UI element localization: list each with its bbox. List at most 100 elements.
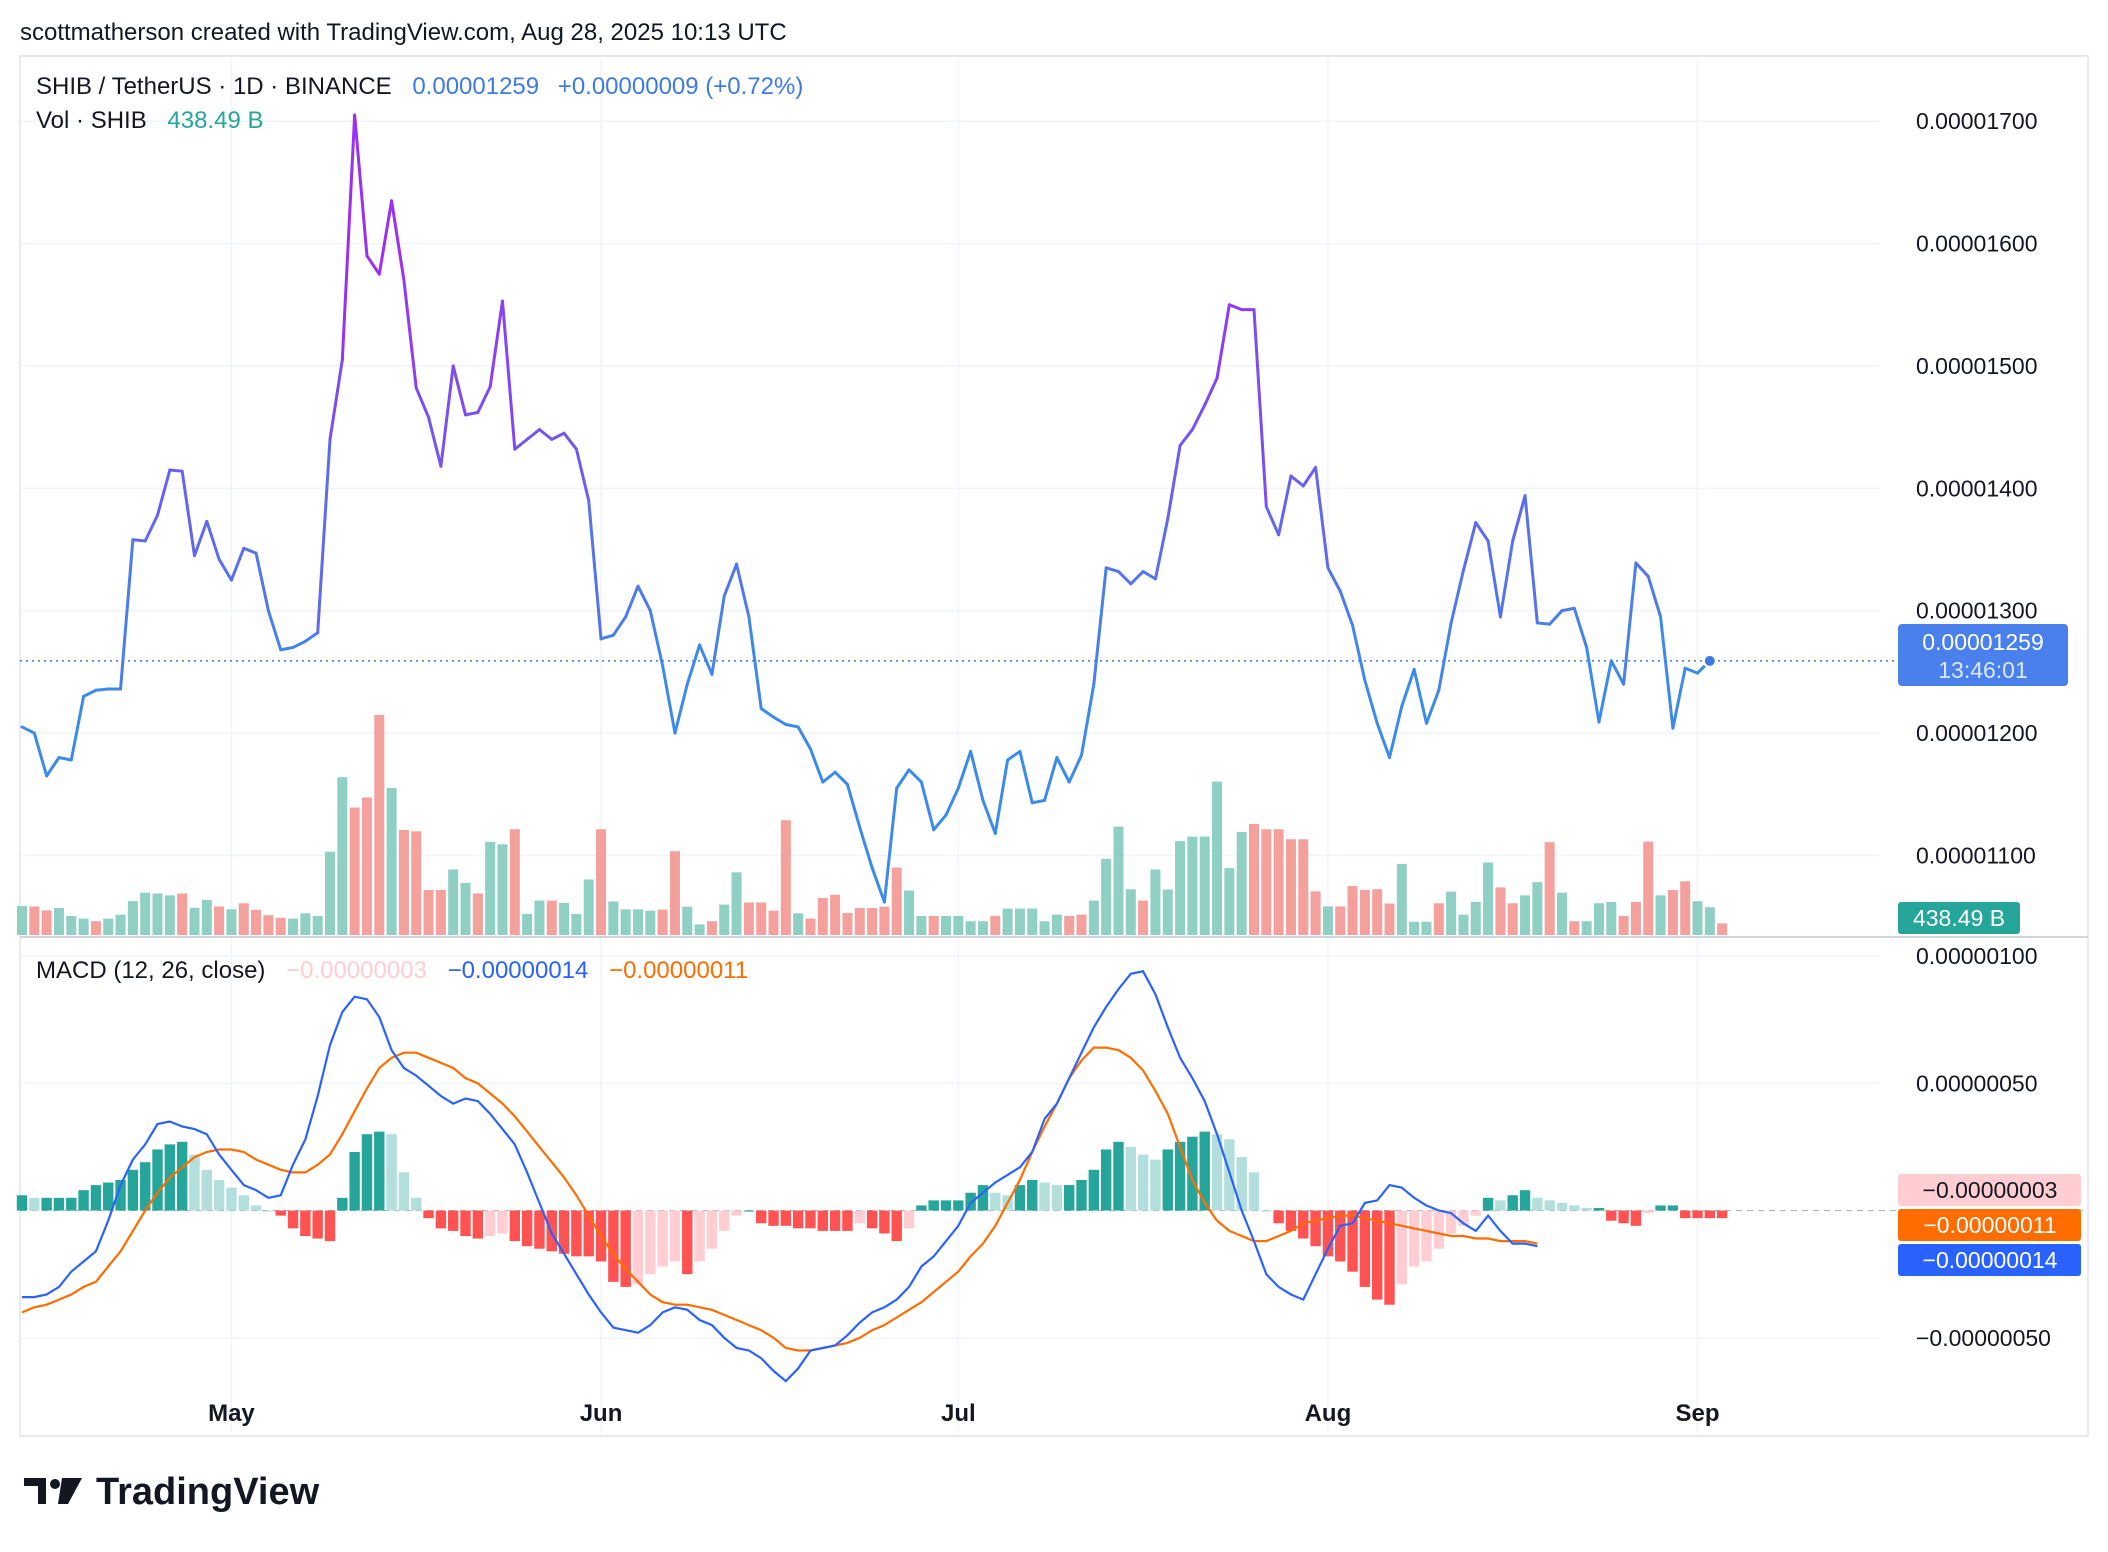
price-line-segment [648, 609, 665, 668]
macd-histogram-bar [78, 1190, 89, 1211]
macd-histogram-bar [632, 1210, 644, 1285]
macd-histogram-bar [1137, 1154, 1149, 1211]
macd-histogram-bar [768, 1210, 779, 1226]
volume-bars [17, 715, 1728, 935]
price-line-segment [1277, 474, 1293, 537]
volume-bar [127, 901, 138, 935]
price-line-segment [710, 594, 726, 676]
macd-histogram-bar [620, 1210, 631, 1287]
price-line-segment [131, 538, 147, 543]
volume-bar [1655, 895, 1666, 935]
volume-bar [300, 913, 311, 935]
price-line-segment [427, 415, 443, 468]
macd-histogram-bar [977, 1185, 989, 1211]
macd-line [22, 970, 1538, 1383]
macd-histogram-bar [521, 1210, 533, 1247]
macd-histogram-bar [1088, 1169, 1100, 1211]
price-line-segment [94, 687, 110, 692]
macd-histogram-bar [1421, 1210, 1432, 1262]
volume-bar [1039, 921, 1050, 935]
volume-bar [251, 909, 262, 935]
volume-bar [288, 918, 299, 935]
volume-bar [1261, 829, 1272, 935]
macd-histogram-bar [1680, 1210, 1691, 1219]
price-line-segment [156, 468, 172, 517]
price-line-segment [1461, 521, 1478, 572]
volume-bar [780, 820, 791, 935]
macd-histogram-bar [472, 1210, 484, 1239]
price-line-segment [1006, 749, 1022, 762]
price-line-segment [673, 682, 689, 735]
price-line-segment [32, 731, 49, 778]
legend-symbol[interactable]: SHIB / TetherUS · 1D · BINANCE [36, 73, 392, 100]
volume-bar [657, 909, 668, 935]
price-line-segment [1683, 666, 1700, 675]
volume-bar [1717, 923, 1728, 935]
price-line-segment [685, 643, 702, 686]
volume-bar [164, 895, 175, 935]
volume-bar [645, 910, 656, 935]
price-line-segment [254, 551, 270, 613]
macd-histogram-bar [571, 1210, 582, 1257]
price-line-segment [1338, 589, 1355, 627]
macd-histogram-bar [1704, 1210, 1716, 1219]
price-line-segment [365, 254, 381, 276]
price-line-segment [1326, 566, 1342, 593]
legend-last-price: 0.00001259 [412, 73, 539, 100]
price-line-segment [57, 756, 73, 762]
volume-bar [238, 903, 249, 935]
volume-bar [1421, 921, 1432, 935]
volume-bar [1680, 881, 1691, 935]
price-line-segment [1166, 443, 1182, 521]
price-line-segment [537, 428, 554, 441]
macd-histogram-bar [1716, 1210, 1728, 1219]
macd-histogram-bar [583, 1210, 594, 1257]
macd-histogram-bar [1384, 1210, 1395, 1305]
volume-bar [1618, 915, 1629, 935]
volume-bar [571, 913, 582, 935]
macd-histogram-bar [756, 1210, 767, 1224]
tradingview-logo[interactable]: TradingView [24, 1471, 320, 1513]
volume-bar [669, 851, 680, 935]
volume-bar [904, 890, 915, 935]
volume-bar [1322, 906, 1333, 935]
volume-bar [115, 914, 126, 935]
volume-bar [522, 913, 533, 935]
legend-vol-label[interactable]: Vol · SHIB [36, 107, 147, 134]
price-line-segment [1424, 688, 1441, 725]
price-line-segment [587, 499, 603, 641]
price-line-segment [1437, 621, 1453, 692]
macd-histogram-bar [201, 1169, 212, 1211]
volume-bar [189, 907, 200, 935]
y-tick-label: 0.00001400 [1916, 475, 2038, 501]
macd-histogram-bar [866, 1210, 878, 1229]
volume-bar [411, 831, 422, 935]
x-tick-label: Jul [941, 1400, 976, 1427]
macd-histogram-bar [484, 1210, 496, 1236]
macd-histogram-bar [1556, 1202, 1568, 1211]
price-line-segment [574, 447, 591, 503]
legend-line: SHIB / TetherUS · 1D · BINANCE 0.0000125… [36, 73, 803, 100]
price-line-segment [402, 278, 418, 390]
legend-macd-line: −0.00000014 [448, 957, 589, 984]
volume-bar [706, 921, 717, 935]
price-line-segment [1486, 539, 1502, 619]
macd-histogram-bar [1507, 1195, 1518, 1211]
macd-signal-badge-value: −0.00000011 [1923, 1212, 2056, 1238]
macd-histogram-bar [53, 1197, 65, 1211]
price-line-segment [895, 768, 911, 790]
macd-line-badge: −0.00000014 [1898, 1244, 2081, 1276]
legend-macd-label[interactable]: MACD (12, 26, close) [36, 957, 265, 984]
macd-histogram-bar [1495, 1200, 1506, 1211]
macd-histogram-bar [152, 1149, 163, 1211]
price-line-segment [1511, 494, 1527, 543]
volume-bar [1704, 907, 1715, 935]
macd-histogram-bar [1396, 1210, 1408, 1285]
price-line-segment [772, 715, 788, 727]
volume-bar [1396, 863, 1407, 935]
volume-bar [1162, 889, 1173, 935]
macd-histogram-bar [928, 1200, 939, 1211]
price-line-segment [513, 437, 529, 451]
price-line-segment [1104, 566, 1120, 574]
volume-bar [1692, 901, 1703, 935]
